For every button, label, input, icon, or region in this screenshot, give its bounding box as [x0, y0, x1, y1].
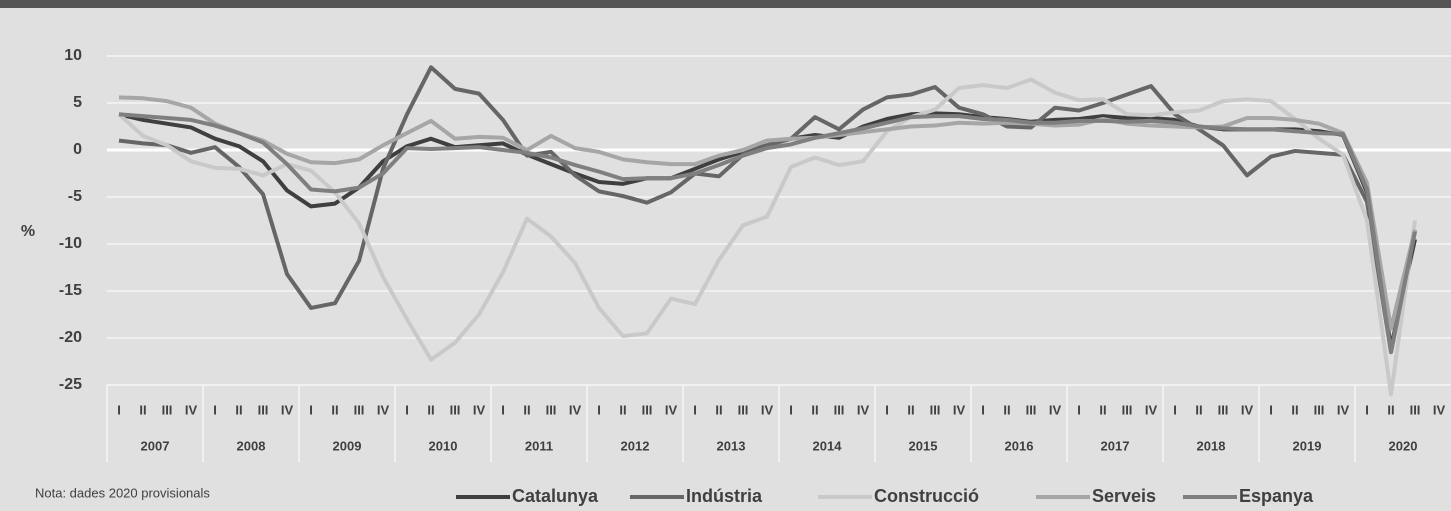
x-tick-label: III — [834, 402, 845, 417]
year-label: 2014 — [813, 438, 843, 453]
x-tick-label: I — [1269, 402, 1273, 417]
x-tick-label: II — [331, 402, 338, 417]
year-label: 2009 — [333, 438, 362, 453]
x-tick-label: I — [597, 402, 601, 417]
x-tick-label: I — [1077, 402, 1081, 417]
x-tick-label: II — [811, 402, 818, 417]
legend-label: Espanya — [1239, 486, 1314, 506]
x-tick-label: I — [981, 402, 985, 417]
x-tick-label: II — [235, 402, 242, 417]
y-axis-label: % — [21, 223, 35, 240]
series-line — [118, 65, 1417, 355]
y-tick-label: 0 — [73, 141, 82, 158]
x-tick-label: II — [907, 402, 914, 417]
x-tick-label: IV — [281, 402, 294, 417]
header-bar — [0, 0, 1451, 8]
x-tick-label: I — [309, 402, 313, 417]
x-tick-label: III — [546, 402, 557, 417]
x-tick-label: I — [405, 402, 409, 417]
y-tick-label: -20 — [59, 329, 82, 346]
year-label: 2008 — [237, 438, 266, 453]
y-tick-label: -5 — [68, 188, 82, 205]
x-tick-label: II — [523, 402, 530, 417]
x-tick-label: IV — [761, 402, 774, 417]
x-tick-label: I — [213, 402, 217, 417]
legend-label: Catalunya — [512, 486, 599, 506]
x-tick-label: IV — [473, 402, 486, 417]
x-tick-label: II — [1099, 402, 1106, 417]
series-line — [118, 112, 1417, 355]
x-tick-label: II — [1291, 402, 1298, 417]
x-tick-label: II — [1003, 402, 1010, 417]
x-tick-label: IV — [569, 402, 582, 417]
x-tick-label: III — [1410, 402, 1421, 417]
x-tick-label: II — [715, 402, 722, 417]
x-tick-label: IV — [1433, 402, 1446, 417]
year-label: 2015 — [909, 438, 938, 453]
x-tick-label: III — [1026, 402, 1037, 417]
x-tick-label: III — [354, 402, 365, 417]
x-tick-label: II — [1387, 402, 1394, 417]
y-tick-label: -25 — [59, 376, 82, 393]
x-tick-label: III — [162, 402, 173, 417]
x-tick-label: IV — [857, 402, 870, 417]
x-tick-label: IV — [1241, 402, 1254, 417]
x-tick-label: III — [1122, 402, 1133, 417]
x-tick-label: II — [619, 402, 626, 417]
y-tick-label: 10 — [64, 47, 82, 64]
x-tick-label: III — [258, 402, 269, 417]
x-tick-label: IV — [1049, 402, 1062, 417]
x-tick-label: I — [885, 402, 889, 417]
x-tick-label: I — [117, 402, 121, 417]
year-label: 2012 — [621, 438, 650, 453]
x-tick-label: III — [930, 402, 941, 417]
note: Nota: dades 2020 provisionals — [35, 485, 210, 500]
x-tick-label: II — [139, 402, 146, 417]
y-tick-label: 5 — [73, 94, 82, 111]
x-tick-label: III — [450, 402, 461, 417]
year-label: 2007 — [141, 438, 170, 453]
legend-label: Indústria — [686, 486, 763, 506]
x-tick-label: I — [1365, 402, 1369, 417]
year-label: 2017 — [1101, 438, 1130, 453]
x-tick-label: I — [501, 402, 505, 417]
x-tick-label: I — [693, 402, 697, 417]
x-tick-label: IV — [665, 402, 678, 417]
year-label: 2011 — [525, 438, 553, 453]
year-label: 2020 — [1389, 438, 1418, 453]
x-tick-label: II — [1195, 402, 1202, 417]
x-tick-label: IV — [1337, 402, 1350, 417]
x-tick-label: IV — [185, 402, 198, 417]
x-tick-label: IV — [377, 402, 390, 417]
x-tick-label: II — [427, 402, 434, 417]
year-label: 2018 — [1197, 438, 1226, 453]
x-tick-label: III — [642, 402, 653, 417]
y-tick-label: -10 — [59, 235, 82, 252]
legend-label: Serveis — [1092, 486, 1156, 506]
x-tick-label: I — [1173, 402, 1177, 417]
x-tick-label: III — [1314, 402, 1325, 417]
legend-label: Construcció — [874, 486, 979, 506]
x-tick-label: IV — [953, 402, 966, 417]
year-label: 2010 — [429, 438, 458, 453]
x-tick-label: III — [1218, 402, 1229, 417]
year-label: 2019 — [1293, 438, 1322, 453]
year-label: 2016 — [1005, 438, 1034, 453]
x-tick-label: I — [789, 402, 793, 417]
year-label: 2013 — [717, 438, 746, 453]
x-tick-label: III — [738, 402, 749, 417]
x-tick-label: IV — [1145, 402, 1158, 417]
y-tick-label: -15 — [59, 282, 82, 299]
